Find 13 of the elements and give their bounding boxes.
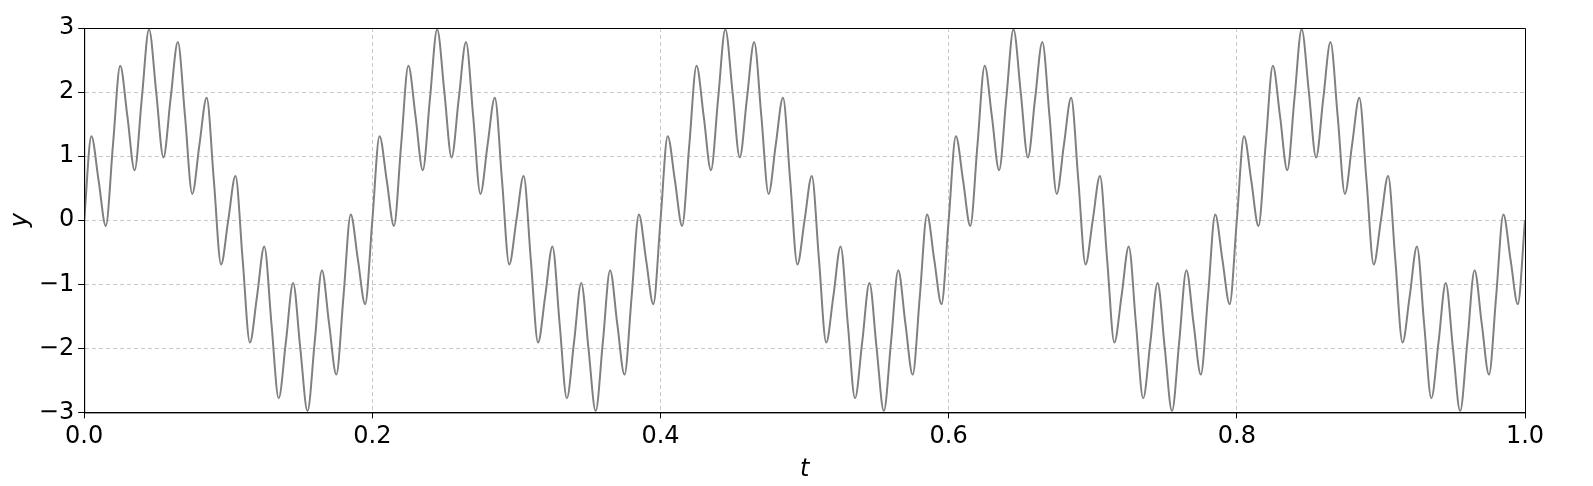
y-tick-label: 1 — [58, 140, 75, 169]
y-tick-label: 3 — [58, 12, 75, 41]
y-tick-label: 0 — [58, 204, 75, 233]
y-axis-title: y — [4, 212, 33, 229]
x-axis-title: t — [799, 453, 811, 482]
x-tick-label: 0.4 — [641, 421, 680, 450]
x-tick-label: 1.0 — [1505, 421, 1545, 450]
y-tick-label: −1 — [38, 268, 75, 297]
x-tick-label: 0.6 — [929, 421, 968, 450]
y-tick-label: −2 — [38, 332, 75, 361]
x-tick-label: 0.2 — [353, 421, 392, 450]
y-tick-label: 2 — [58, 76, 75, 105]
x-tick-label: 0.8 — [1217, 421, 1256, 450]
